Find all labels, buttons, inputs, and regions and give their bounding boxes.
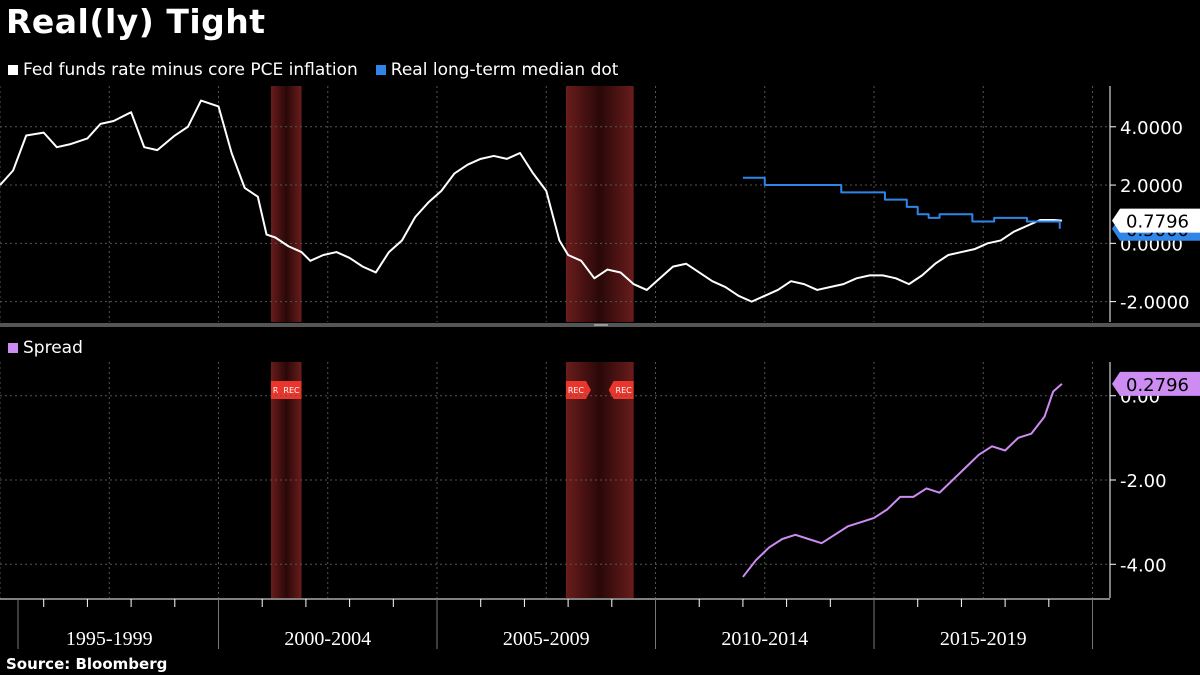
y-tick-label: 4.0000 (1120, 118, 1183, 139)
series-line (742, 383, 1063, 578)
legend-swatch-spread (8, 343, 18, 353)
last-value-tag (1112, 371, 1200, 396)
y-tick-label: -2.00 (1120, 471, 1167, 492)
panel-divider-grip (594, 324, 608, 326)
recession-marker (565, 381, 591, 399)
recession-band (565, 86, 634, 322)
bottom-legend: Spread (8, 338, 83, 358)
x-period-label: 2015-2019 (940, 628, 1027, 650)
y-tick-label: -4.00 (1120, 555, 1167, 576)
legend-label-median-dot: Real long-term median dot (390, 60, 619, 80)
recession-band (270, 86, 302, 322)
last-value-tag-label: 0.7796 (1126, 212, 1189, 233)
x-period-label: 2000-2004 (284, 628, 371, 650)
legend-label-fed-funds: Fed funds rate minus core PCE inflation (23, 60, 358, 80)
last-value-tag-label: 0.2796 (1126, 375, 1189, 396)
recession-marker-label: REC (283, 386, 300, 395)
top-legend: Fed funds rate minus core PCE inflation … (8, 60, 618, 80)
recession-marker (608, 381, 634, 399)
last-value-tag (1112, 208, 1200, 233)
x-period-label: 2010-2014 (721, 628, 808, 650)
y-tick-label: 2.0000 (1120, 176, 1183, 197)
bottom-panel: RECRECRECREC0.00-2.00-4.000.2796 (0, 362, 1200, 598)
legend-swatch-median-dot (375, 65, 386, 75)
x-period-label: 2005-2009 (503, 628, 590, 650)
recession-band (565, 362, 634, 598)
series-line (742, 176, 1061, 229)
chart-title: Real(ly) Tight (6, 2, 266, 41)
x-period-label: 1995-1999 (66, 628, 153, 650)
legend-label-spread: Spread (23, 338, 83, 358)
recession-marker-label: REC (616, 386, 633, 395)
series-line (0, 99, 1062, 303)
source-note: Source: Bloomberg (6, 655, 168, 673)
x-axis: 1995-1999 2000-2004 2005-2009 2010-2014 2015… (0, 598, 1110, 650)
recession-marker-label: REC (568, 386, 585, 395)
y-tick-label: -2.0000 (1120, 293, 1189, 314)
recession-marker (276, 381, 302, 399)
legend-swatch-fed-funds (8, 65, 18, 75)
